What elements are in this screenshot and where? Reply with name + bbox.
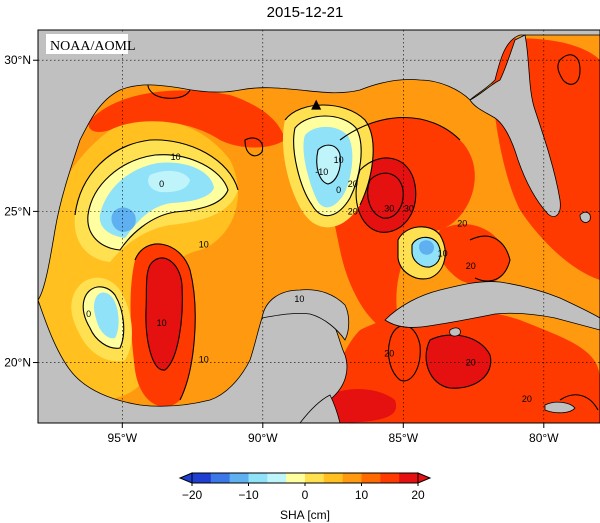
contour-label: 20 [457,218,467,228]
colorbar-segment [248,473,268,483]
contour-label: 20 [466,358,476,368]
contour-line [355,157,417,233]
contour-label: 10 [199,240,209,250]
contour-line [469,235,511,282]
colorbar-high-arrow [417,472,432,484]
contour-lines [74,54,599,411]
credit-text: NOAA/AOML [50,39,136,54]
colorbar-tick-label: 10 [355,488,369,502]
contour-label: 20 [466,261,476,271]
contour-label: 0 [336,185,341,195]
station-marker [311,99,322,110]
contour-label: 30 [404,203,414,213]
lon-tick-label: 85°W [389,431,419,445]
land-bahamas [579,211,591,223]
colorbar-segment [399,473,419,483]
contour-line [339,116,461,141]
land-masses [38,30,600,423]
sha-field-blue-nw [148,170,190,193]
contour-labels: 10 0 10 10 0 10 10 -10 0 20 20 30 30 10 20 20 10 20 20 20 [86,152,532,404]
credit-box [46,34,128,54]
contour-line [82,286,125,349]
contour-line [411,236,441,268]
land-central-america [299,394,341,423]
colorbar-tick-label: −10 [238,488,259,502]
contour-label: 10 [334,155,344,165]
land-jamaica [544,401,576,414]
colorbar: −20 −10 0 10 20 [178,472,432,502]
grid-lines [38,30,600,423]
contour-label: 20 [348,179,358,189]
contour-label: 0 [159,179,164,189]
contour-label: 20 [384,348,394,358]
lat-tick-label: 30°N [4,53,31,67]
contour-label: 10 [171,152,181,162]
map-plot-area: 10 0 10 10 0 10 10 -10 0 20 20 30 30 10 20 20 10 20 20 20 N… [38,30,600,423]
land-usa [38,30,600,301]
colorbar-segment [380,473,400,483]
colorbar-segment [305,473,325,483]
sha-field-blue-center [316,145,341,184]
contour-line [425,334,492,389]
sha-field-blue-eddy [419,240,434,255]
sha-field-deepred-ring [356,158,416,233]
sha-field-red-florida [436,224,510,285]
contour-line [244,137,264,157]
lon-tick-label: 80°W [529,431,559,445]
colorbar-segment [323,473,344,483]
contour-line [557,54,581,85]
sha-field-deepred-south [330,388,397,423]
sha-field-red-gulfcoast [88,90,286,148]
axis-tick-labels: 95°W 90°W 85°W 80°W 20°N 25°N 30°N [4,53,559,445]
contour-label: 10 [157,318,167,328]
colorbar-label: SHA [cm] [280,508,330,522]
map-frame [37,29,600,424]
contour-label: -10 [315,167,328,177]
colorbar-segment [267,473,287,483]
contour-label: 30 [384,203,394,213]
contour-label: 0 [86,309,91,319]
contour-line [316,144,341,185]
land-florida [469,34,561,217]
colorbar-tick-label: −20 [182,488,203,502]
sha-field-cyan-sw [93,292,119,339]
colorbar-segment [286,473,306,483]
contour-label: 10 [199,355,209,365]
land-yucatan [261,289,350,341]
lon-tick-label: 90°W [248,431,278,445]
colorbar-segment [210,473,231,483]
sha-field-blue-west [111,207,136,232]
sha-field-deepred-west [145,257,183,371]
map-title: 2015-12-21 [267,4,344,21]
contour-line [397,226,446,280]
contour-line [284,104,374,206]
colorbar-low-arrow [178,472,193,484]
colorbar-tick-label: 20 [411,488,425,502]
colorbar-segment [342,473,362,483]
contour-label: 20 [522,394,532,404]
contour-line [367,172,404,219]
contour-line [87,154,229,251]
sha-field-orange-center [236,169,313,330]
contour-label: 10 [294,294,304,304]
contour-line [293,115,362,217]
colorbar-segment [192,473,212,483]
contour-line [559,394,599,411]
lat-tick-label: 20°N [4,356,31,370]
colorbar-tick-label: 0 [302,488,309,502]
colorbar-segment [361,473,381,483]
lat-tick-label: 25°N [4,204,31,218]
sha-field-deepred-caribbean [426,335,491,389]
lon-tick-label: 95°W [108,431,138,445]
station-marker-triangle [311,99,322,110]
land-cuba [384,281,600,331]
contour-label: 20 [348,206,358,216]
land-isla-juventud [449,327,461,337]
colorbar-segment [229,473,249,483]
contour-line [145,257,183,371]
contour-line [134,243,196,401]
contour-line [74,139,239,216]
contour-label: 10 [438,249,448,259]
